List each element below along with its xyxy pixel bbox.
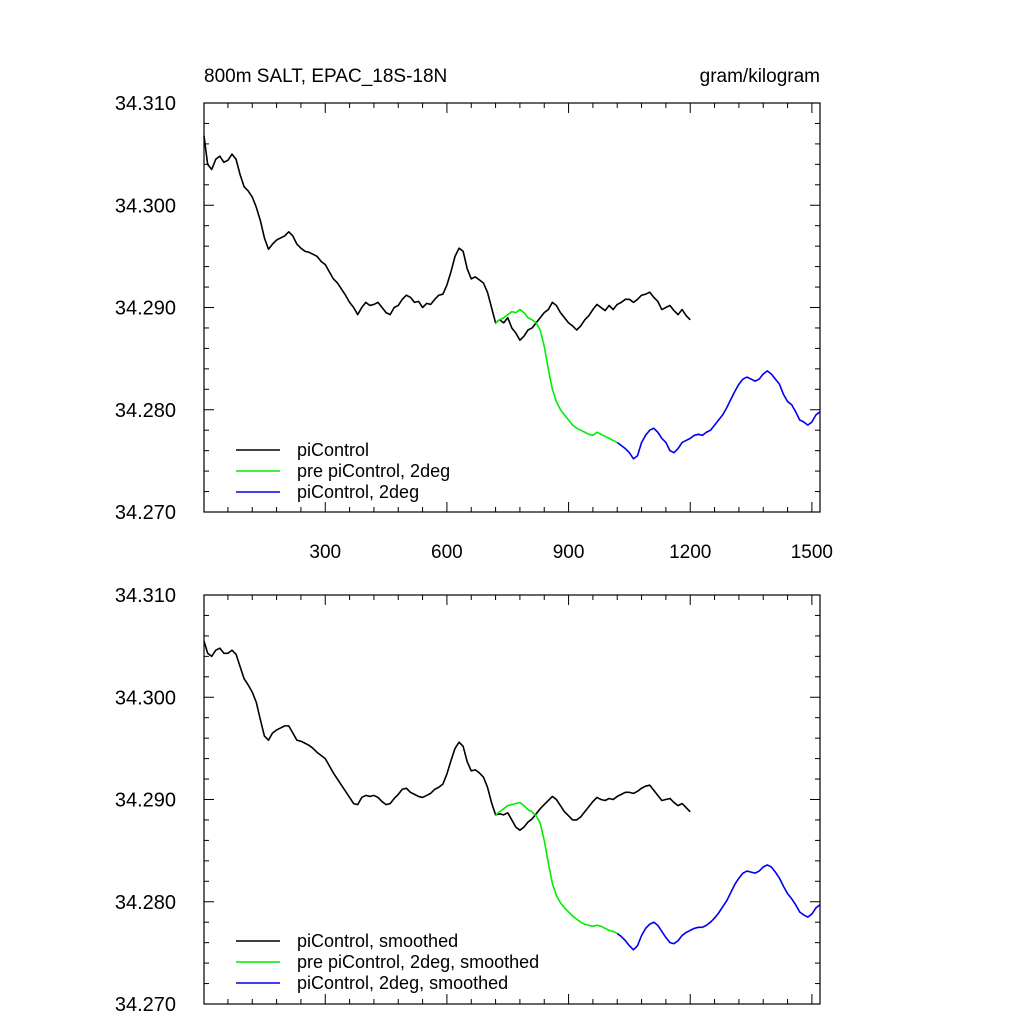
- top-panel-title-right: gram/kilogram: [700, 66, 820, 87]
- legend-label: pre piControl, 2deg, smoothed: [297, 952, 539, 972]
- x-tick-label: 1500: [791, 542, 833, 563]
- y-tick-label: 34.300: [115, 195, 176, 217]
- legend-label: piControl, smoothed: [297, 931, 458, 951]
- x-tick-label: 300: [309, 542, 341, 563]
- x-tick-label: 600: [431, 542, 463, 563]
- y-tick-label: 34.310: [115, 93, 176, 115]
- series-line-0: [203, 640, 691, 831]
- y-tick-label: 34.270: [115, 502, 176, 524]
- legend-label: pre piControl, 2deg: [297, 461, 450, 481]
- y-tick-label: 34.310: [115, 585, 176, 607]
- legend-label: piControl: [297, 440, 369, 460]
- series-line-2: [616, 370, 821, 460]
- series-line-0: [203, 135, 691, 342]
- legend-label: piControl, 2deg: [297, 482, 419, 502]
- y-tick-label: 34.300: [115, 687, 176, 709]
- series-line-1: [495, 308, 618, 444]
- legend-label: piControl, 2deg, smoothed: [297, 973, 508, 993]
- y-tick-label: 34.280: [115, 400, 176, 422]
- y-tick-label: 34.270: [115, 994, 176, 1016]
- x-tick-label: 1200: [669, 542, 711, 563]
- series-line-2: [616, 864, 821, 951]
- top-panel-title-left: 800m SALT, EPAC_18S-18N: [204, 66, 447, 87]
- top-panel: 300 600 900 1200 1500 34.270 34.280 34.290 34.30…: [115, 93, 833, 563]
- y-tick-label: 34.280: [115, 892, 176, 914]
- series-line-1: [495, 801, 618, 935]
- bottom-panel: 34.270 34.280 34.290 34.300 34.310 piControl,…: [115, 585, 821, 1016]
- x-tick-label: 900: [553, 542, 585, 563]
- y-tick-label: 34.290: [115, 298, 176, 320]
- y-tick-label: 34.290: [115, 790, 176, 812]
